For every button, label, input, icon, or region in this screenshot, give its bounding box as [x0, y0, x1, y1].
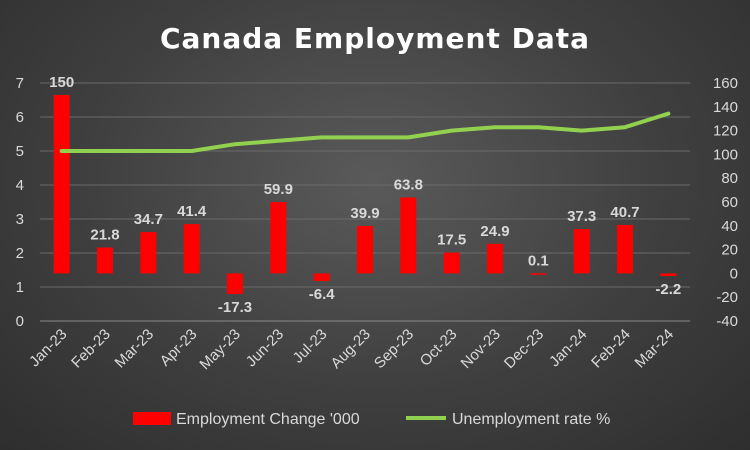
y-left-tick-label: 6	[16, 109, 24, 126]
x-tick-label: Jul-23	[290, 326, 331, 367]
bar	[443, 252, 460, 274]
line-point	[624, 126, 626, 128]
bar	[270, 202, 287, 274]
legend-swatch-employment-change	[133, 412, 171, 425]
line-point	[364, 136, 366, 138]
y-axis-right: -40 -20 0 20 40 60 80 100 120 140 160	[713, 75, 738, 330]
bar-data-label: 17.5	[437, 232, 466, 249]
line-point	[321, 136, 323, 138]
x-tick-label: Jan-23	[26, 326, 70, 370]
y-right-tick-label: 80	[721, 170, 738, 187]
x-tick-label: Dec-23	[501, 326, 547, 372]
x-tick-label: Feb-23	[68, 326, 114, 372]
y-axis-left: 0 1 2 3 4 5 6 7	[16, 75, 24, 330]
bar-data-label: -2.2	[655, 281, 681, 298]
bar-data-label: -6.4	[309, 286, 336, 303]
bar	[227, 273, 243, 294]
bar-data-label: 24.9	[480, 223, 509, 240]
x-tick-label: Aug-23	[328, 326, 374, 372]
bar	[573, 229, 590, 274]
y-right-tick-label: -40	[716, 313, 738, 330]
bar	[530, 273, 547, 275]
x-tick-label: Jun-23	[243, 326, 287, 370]
y-right-tick-label: -20	[716, 289, 738, 306]
bar-data-label: 40.7	[610, 204, 639, 221]
legend-label-employment-change: Employment Change '000	[176, 411, 360, 428]
line-point	[234, 143, 236, 145]
gridlines	[40, 82, 690, 322]
y-right-tick-label: 100	[713, 146, 738, 163]
legend-label-unemployment-rate: Unemployment rate %	[452, 411, 610, 428]
bar	[660, 273, 677, 277]
x-tick-label: Sep-23	[371, 326, 417, 372]
y-right-tick-label: 140	[713, 99, 738, 116]
y-left-tick-label: 7	[16, 75, 24, 92]
y-right-tick-label: 40	[721, 218, 738, 235]
x-tick-label: Mar-23	[112, 326, 158, 372]
bar	[183, 224, 200, 274]
y-left-tick-label: 1	[16, 279, 24, 296]
y-right-tick-label: 120	[713, 123, 738, 140]
bar	[313, 273, 330, 282]
bar-data-label: 41.4	[177, 203, 207, 220]
bar-data-label: 21.8	[90, 226, 119, 243]
x-tick-label: Nov-23	[458, 326, 504, 372]
bar-data-label: 39.9	[350, 205, 379, 222]
bar	[97, 247, 113, 274]
bar	[53, 94, 70, 274]
bar-data-label: 34.7	[134, 211, 163, 228]
line-point	[581, 130, 583, 132]
bar	[487, 243, 503, 274]
line-series	[59, 111, 671, 153]
x-tick-label: Apr-23	[157, 326, 201, 370]
y-right-tick-label: 0	[730, 265, 738, 282]
data-labels: 150 21.8 34.7 41.4 -17.3 59.9 -6.4 39.9 63.8 17.5…	[49, 74, 681, 316]
chart-title: Canada Employment Data	[160, 22, 590, 55]
line-point	[104, 150, 106, 152]
y-left-tick-label: 4	[16, 177, 24, 194]
bar-data-label: 150	[49, 74, 74, 91]
y-left-tick-label: 3	[16, 211, 24, 228]
line-point	[277, 140, 279, 142]
y-right-tick-label: 20	[721, 242, 738, 259]
x-tick-label: May-23	[196, 326, 243, 373]
y-left-tick-label: 5	[16, 143, 24, 160]
bar-data-label: 0.1	[528, 252, 549, 269]
line-point	[147, 150, 149, 152]
y-left-tick-label: 0	[16, 313, 24, 330]
line-point	[191, 150, 193, 152]
x-tick-label: Feb-24	[588, 326, 634, 372]
bar	[400, 197, 417, 274]
bar	[617, 224, 633, 274]
bar	[140, 232, 157, 274]
y-right-tick-label: 160	[713, 75, 738, 92]
line-point	[494, 126, 496, 128]
x-tick-label: Oct-23	[417, 326, 461, 370]
bar-series	[53, 94, 677, 294]
unemployment-rate-line	[59, 111, 671, 153]
line-point	[537, 126, 539, 128]
x-tick-label: Jan-24	[546, 326, 590, 370]
y-left-tick-label: 2	[16, 245, 24, 262]
line-point	[667, 113, 669, 115]
y-right-tick-label: 60	[721, 194, 738, 211]
bar-data-label: -17.3	[218, 299, 252, 316]
bar-data-label: 59.9	[264, 181, 293, 198]
line-point	[451, 130, 453, 132]
bar-data-label: 63.8	[394, 176, 423, 193]
line-point	[407, 136, 409, 138]
x-tick-label: Mar-24	[632, 326, 678, 372]
bar	[357, 225, 373, 274]
line-point	[61, 150, 63, 152]
legend: Employment Change '000 Unemployment rate…	[133, 411, 610, 428]
bar-data-label: 37.3	[567, 208, 596, 225]
